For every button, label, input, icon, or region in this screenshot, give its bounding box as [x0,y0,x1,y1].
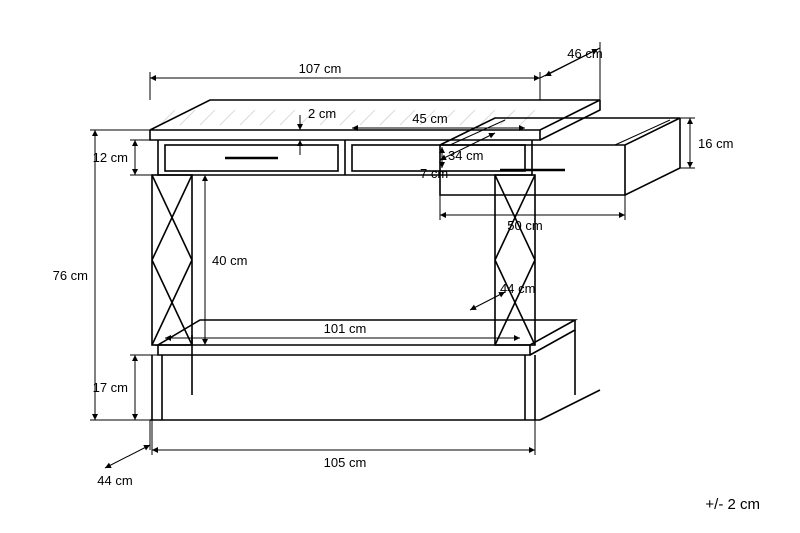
dim-drawer-box-height: 16 cm [698,136,733,151]
dim-top-thickness: 2 cm [308,106,336,121]
dim-drawer-inner-depth: 34 cm [448,148,483,163]
dim-base-depth: 44 cm [97,473,132,488]
dim-drawer-box-width: 50 cm [507,218,542,233]
dim-shelf-width: 101 cm [324,321,367,336]
dim-top-depth: 46 cm [567,46,602,61]
furniture-diagram: 107 cm 46 cm 2 cm 45 cm 34 cm 7 cm 50 cm… [0,0,800,533]
dim-drawer-inner-width: 45 cm [412,111,447,126]
dim-base-width: 105 cm [324,455,367,470]
dim-drawer-inner-height: 7 cm [420,166,448,181]
diagram-canvas: 107 cm 46 cm 2 cm 45 cm 34 cm 7 cm 50 cm… [0,0,800,533]
dimension-lines [90,42,695,468]
tolerance-note: +/- 2 cm [705,496,760,513]
hatching [160,110,535,125]
dim-top-width: 107 cm [299,61,342,76]
dim-overall-height: 76 cm [53,268,88,283]
dim-apron-height: 12 cm [93,150,128,165]
dim-shelf-gap: 40 cm [212,253,247,268]
dim-shelf-depth: 44 cm [500,281,535,296]
dim-leg-clearance: 17 cm [93,380,128,395]
